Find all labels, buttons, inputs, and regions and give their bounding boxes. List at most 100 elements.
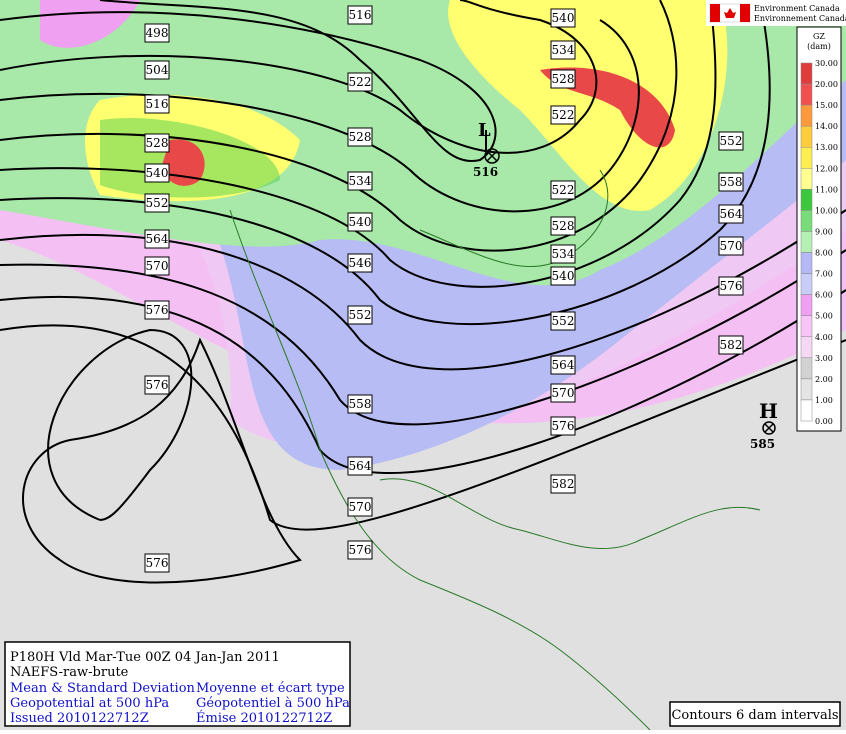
- scale-label: 1.00: [815, 396, 833, 405]
- scale-label: 20.00: [815, 80, 838, 89]
- contour-label: 540: [146, 166, 169, 180]
- contour-label-box: [550, 40, 576, 60]
- contour-label-box: [718, 236, 744, 256]
- scale-label: 7.00: [815, 270, 833, 279]
- contour-label: 534: [552, 43, 575, 57]
- contour-label-box: [550, 69, 576, 89]
- scale-label: 12.00: [815, 164, 838, 173]
- contour-label-box: [347, 171, 373, 191]
- contour-label-box: [144, 375, 170, 395]
- contour-label-box: [550, 8, 576, 28]
- contour-label-box: [347, 127, 373, 147]
- contour-label: 552: [552, 314, 575, 328]
- contour-label: 504: [146, 63, 169, 77]
- scale-label: 2.00: [815, 375, 833, 384]
- yellow-region-2: [448, 0, 728, 211]
- scale-label: 11.00: [815, 185, 838, 194]
- contour-label-box: [550, 180, 576, 200]
- info-line: P180H Vld Mar-Tue 00Z 04 Jan-Jan 2011: [10, 650, 280, 665]
- contour-label-box: [144, 229, 170, 249]
- contour-label: 576: [146, 556, 169, 570]
- contour-label-box: [347, 72, 373, 92]
- info-text: Moyenne et écart type: [196, 681, 345, 696]
- contour-label-box: [144, 553, 170, 573]
- contour-label-box: [144, 23, 170, 43]
- contour-label-box: [347, 305, 373, 325]
- scale-swatch: [800, 378, 813, 401]
- contour-label: 564: [552, 358, 575, 372]
- info-line: NAEFS-raw-brute: [10, 665, 129, 680]
- contour-label-box: [347, 212, 373, 232]
- contour-label: 564: [349, 459, 372, 473]
- scale-swatch: [800, 62, 813, 85]
- scale-label: 15.00: [815, 101, 838, 110]
- agency-fr: Environnement Canada: [754, 14, 846, 23]
- contour-label-box: [347, 5, 373, 25]
- contour-label: 570: [720, 239, 743, 253]
- contour-labels: 498 504 516 528 540 552 564 570 576 576 576 516 522 5…: [144, 5, 744, 573]
- contour-label: 528: [146, 136, 169, 150]
- high-symbol: H: [759, 399, 778, 423]
- scale-label: 13.00: [815, 143, 838, 152]
- scale-label: 8.00: [815, 249, 833, 258]
- high-center: H 585: [750, 399, 778, 451]
- contour-label-box: [144, 94, 170, 114]
- contour-label-box: [550, 266, 576, 286]
- info-text: Émise 2010122712Z: [196, 710, 332, 726]
- contour-label: 540: [552, 11, 575, 25]
- scale-label: 6.00: [815, 291, 833, 300]
- scale-label: 0.00: [815, 417, 833, 426]
- contour-label-box: [718, 204, 744, 224]
- info-text: Geopotential at 500 hPa: [10, 696, 169, 711]
- contour-label: 570: [349, 500, 372, 514]
- contour-label: 540: [552, 269, 575, 283]
- scale-label: 14.00: [815, 122, 838, 131]
- contour-label: 546: [349, 256, 372, 270]
- scale-swatch: [800, 146, 813, 169]
- contour-label: 528: [349, 130, 372, 144]
- contour-label-box: [550, 244, 576, 264]
- contour-label: 540: [349, 215, 372, 229]
- contour-label-box: [144, 60, 170, 80]
- contour-label-box: [550, 311, 576, 331]
- contour-label: 522: [552, 108, 575, 122]
- contours: [0, 0, 846, 584]
- contour-label-box: [144, 133, 170, 153]
- contour-label: 576: [552, 419, 575, 433]
- info-box: P180H Vld Mar-Tue 00Z 04 Jan-Jan 2011 NA…: [4, 641, 351, 727]
- contour-label: 528: [552, 72, 575, 86]
- color-scale: GZ (dam) 30.00 20.00 15.00 14.00 13.00 12.00 1…: [796, 26, 842, 432]
- contour-label: 534: [349, 174, 372, 188]
- scale-swatch: [800, 83, 813, 106]
- contour-label-box: [144, 163, 170, 183]
- note-box: Contours 6 dam intervals: [669, 701, 841, 727]
- contour-label: 576: [720, 279, 743, 293]
- info-text: Issued 2010122712Z: [10, 711, 149, 726]
- agency-en: Environment Canada: [754, 4, 840, 13]
- scale-label: 9.00: [815, 227, 833, 236]
- contour-label-box: [550, 383, 576, 403]
- scale-swatch: [800, 273, 813, 295]
- scale-label: 3.00: [815, 354, 833, 363]
- contour-note: Contours 6 dam intervals: [671, 708, 838, 723]
- scale-swatch: [800, 336, 813, 359]
- low-center: L 516: [473, 120, 500, 179]
- contour-label-box: [718, 172, 744, 192]
- contour-label: 552: [720, 134, 743, 148]
- contour-label-box: [144, 193, 170, 213]
- contour-label: 564: [146, 232, 169, 246]
- scale-label: 30.00: [815, 59, 838, 68]
- contour-label: 576: [349, 543, 372, 557]
- scale-swatch: [800, 210, 813, 232]
- contour-label: 552: [146, 196, 169, 210]
- contour-label: 516: [146, 97, 169, 111]
- low-value: 516: [473, 165, 498, 179]
- contour-label-box: [347, 540, 373, 560]
- scale-swatch: [800, 294, 813, 316]
- contour-label: 582: [720, 338, 743, 352]
- high-value: 585: [750, 437, 775, 451]
- contour-label-box: [550, 216, 576, 236]
- contour-label: 498: [146, 26, 169, 40]
- contour-label: 570: [552, 386, 575, 400]
- contour-label: 576: [146, 303, 169, 317]
